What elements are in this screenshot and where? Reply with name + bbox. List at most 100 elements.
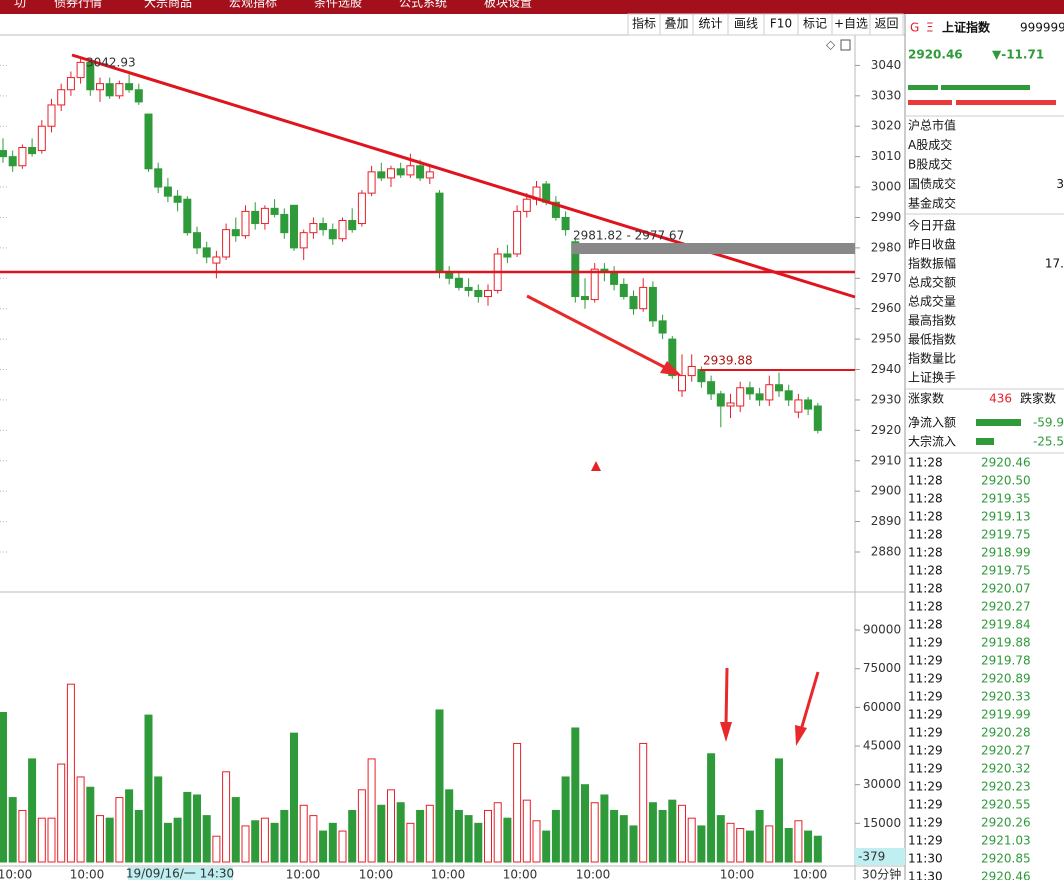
tick-time: 11:28 bbox=[908, 618, 943, 632]
volume-bar bbox=[47, 817, 56, 863]
candle-body bbox=[610, 271, 619, 285]
toolbar-label[interactable]: 统计 bbox=[698, 17, 722, 31]
toolbar-label[interactable]: 标记 bbox=[803, 17, 827, 31]
info-label: 指数振幅 bbox=[908, 256, 956, 271]
trend-line bbox=[71, 53, 856, 299]
toolbar-label[interactable]: 叠加 bbox=[664, 17, 688, 31]
x-tick-label: 10:00 bbox=[793, 868, 828, 881]
y-tick-label: 45000 bbox=[863, 739, 901, 753]
tick-time: 11:29 bbox=[908, 708, 943, 722]
volume-bar bbox=[736, 827, 745, 863]
menu-item[interactable]: 板块设置 bbox=[484, 0, 532, 10]
tick-time: 11:29 bbox=[908, 798, 943, 812]
volume-bar bbox=[503, 817, 512, 863]
volume-bar bbox=[784, 827, 793, 863]
candle-body bbox=[231, 229, 240, 237]
y-tick-label: 3030 bbox=[871, 88, 902, 102]
volume-bar bbox=[396, 802, 405, 863]
tick-price: 2920.89 bbox=[981, 672, 1031, 686]
menu-item[interactable]: 公式系统 bbox=[399, 0, 447, 10]
volume-bar bbox=[387, 789, 395, 863]
menu-item[interactable]: 功 bbox=[14, 0, 26, 10]
bar bbox=[956, 100, 1056, 105]
tick-time: 11:28 bbox=[908, 582, 943, 596]
change: ▼-11.71 bbox=[992, 48, 1044, 62]
candle-body bbox=[561, 216, 570, 231]
period[interactable]: 30分钟 bbox=[862, 867, 901, 882]
candle-body bbox=[299, 232, 308, 249]
x-tick-label: 10:00 bbox=[576, 868, 611, 881]
volume-bar bbox=[590, 802, 599, 863]
volume-bar bbox=[348, 809, 357, 863]
toolbar-label[interactable]: +自选 bbox=[834, 17, 868, 31]
candle-body bbox=[707, 381, 716, 395]
volume-bar bbox=[687, 817, 696, 863]
volume-bar bbox=[425, 804, 434, 863]
icon[interactable] bbox=[840, 39, 851, 51]
icon[interactable]: ◇ bbox=[826, 38, 836, 52]
index-code: 999999 bbox=[1020, 21, 1064, 35]
tick-price: 2920.50 bbox=[981, 474, 1031, 488]
volume-bar bbox=[260, 817, 269, 863]
volume-bar bbox=[319, 830, 328, 863]
candle-body bbox=[794, 399, 803, 413]
toolbar-label[interactable]: F10 bbox=[770, 17, 792, 31]
icon[interactable]: G bbox=[910, 21, 919, 35]
index-name: 上证指数 bbox=[942, 20, 991, 35]
toolbar-label[interactable]: 画线 bbox=[734, 17, 758, 31]
icon[interactable]: Ξ bbox=[926, 21, 934, 35]
tick-time: 11:28 bbox=[908, 474, 943, 488]
volume-bar bbox=[542, 830, 551, 863]
tick-time: 11:29 bbox=[908, 672, 943, 686]
candle-body bbox=[678, 375, 686, 392]
volume-bar bbox=[513, 742, 522, 863]
volume-bar bbox=[464, 815, 473, 863]
info-label: 总成交额 bbox=[908, 275, 956, 290]
volume-bar bbox=[125, 789, 134, 863]
volume-bar bbox=[532, 820, 541, 863]
candle-body bbox=[270, 207, 279, 215]
y-tick-label: 90000 bbox=[863, 623, 901, 637]
candle-body bbox=[319, 223, 328, 231]
tick-price: 2920.27 bbox=[981, 600, 1031, 614]
toolbar-button[interactable] bbox=[869, 13, 904, 36]
volume-bar bbox=[804, 830, 813, 863]
candle-body bbox=[484, 289, 492, 298]
menu-item[interactable]: 债券行情 bbox=[54, 0, 102, 10]
candle-body bbox=[18, 147, 27, 167]
volume-bar bbox=[173, 817, 182, 863]
x-tick-label: 10:00 bbox=[359, 868, 394, 881]
tick-price: 2920.28 bbox=[981, 726, 1031, 740]
info-label: B股成交 bbox=[908, 157, 952, 172]
tick-price: 2918.99 bbox=[981, 546, 1031, 560]
flow-label: 净流入额 bbox=[908, 416, 956, 430]
candle-body bbox=[183, 198, 192, 234]
y-tick-label: 3000 bbox=[871, 180, 902, 194]
candle-body bbox=[280, 213, 289, 234]
volume-bar bbox=[86, 786, 95, 863]
y-tick-label: 60000 bbox=[863, 700, 901, 714]
toolbar-label[interactable]: 返回 bbox=[874, 17, 898, 31]
volume-bar bbox=[794, 820, 803, 863]
candle-body bbox=[105, 83, 114, 97]
rise-label: 涨家数 bbox=[908, 391, 944, 406]
annotation: 2939.88 bbox=[703, 354, 753, 368]
menu-item[interactable]: 宏观指标 bbox=[229, 0, 277, 10]
volume-bar bbox=[493, 802, 502, 863]
volume-bar bbox=[658, 809, 667, 863]
x-tick-label: 10:00 bbox=[0, 868, 32, 881]
volume-bar bbox=[8, 797, 17, 863]
menu-item[interactable]: 大宗商品 bbox=[144, 0, 192, 10]
x-tick-label: 10:00 bbox=[720, 868, 755, 881]
tick-price: 2920.32 bbox=[981, 762, 1031, 776]
volume-bar bbox=[280, 809, 289, 863]
volume-bar bbox=[551, 809, 560, 863]
candle-body bbox=[37, 125, 46, 152]
candle-body bbox=[338, 220, 347, 240]
y-tick-label: 2900 bbox=[871, 484, 902, 498]
volume-bar bbox=[406, 822, 415, 863]
toolbar-label[interactable]: 指标 bbox=[632, 16, 656, 31]
menu-item[interactable]: 条件选股 bbox=[314, 0, 362, 10]
tick-price: 2920.85 bbox=[981, 852, 1031, 866]
